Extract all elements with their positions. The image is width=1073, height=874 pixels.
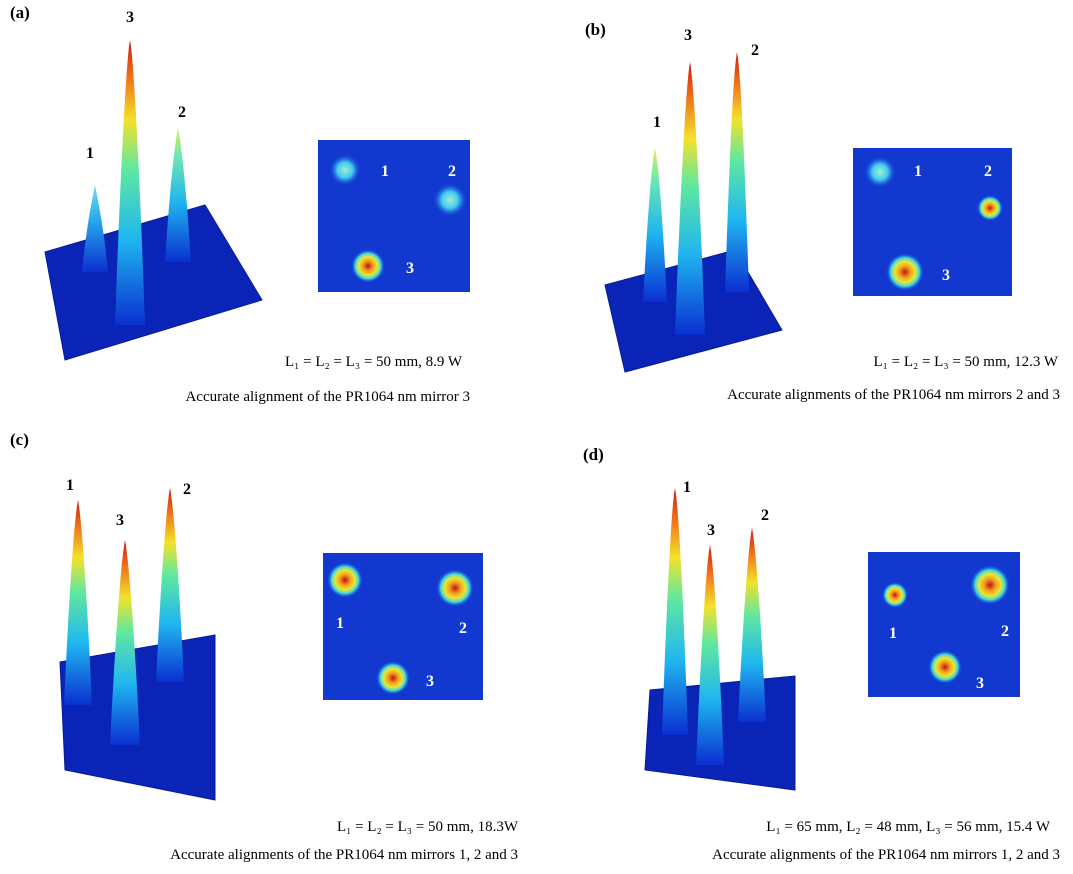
- beam-spot: [970, 565, 1010, 605]
- peak-label: 1: [86, 145, 94, 162]
- caption: Accurate alignments of the PR1064 nm mir…: [170, 847, 518, 863]
- peak-label: 1: [66, 477, 74, 494]
- spot-label: 1: [914, 163, 922, 180]
- beam-peak: [165, 128, 191, 262]
- beam-peak: [110, 540, 140, 745]
- spot-label: 1: [889, 625, 897, 642]
- spot-label: 1: [381, 163, 389, 180]
- spot-label: 3: [976, 675, 984, 692]
- beam-spot: [376, 661, 410, 695]
- caption: Accurate alignment of the PR1064 nm mirr…: [185, 389, 470, 405]
- beam-peak: [115, 40, 145, 325]
- panel-label: (a): [10, 3, 30, 22]
- beam-spot: [329, 154, 361, 186]
- panel-label: (c): [10, 430, 29, 449]
- beam-peak: [64, 500, 92, 705]
- peak-label: 2: [761, 507, 769, 524]
- beam-peak: [662, 488, 688, 735]
- figure: (a) 1 3 2 1 2 3 L₁ = L₂ = L₃ = 50 mm, 8.9 W Accu…: [0, 0, 1073, 874]
- peak-label: 3: [707, 522, 715, 539]
- spot-label: 3: [942, 267, 950, 284]
- beam-spot: [977, 195, 1003, 221]
- peak-label: 1: [683, 479, 691, 496]
- peak-label: 2: [178, 104, 186, 121]
- beam-spot: [864, 156, 896, 188]
- beam-peak: [643, 148, 667, 302]
- peak-label: 1: [653, 114, 661, 131]
- peak-label: 2: [751, 42, 759, 59]
- panel-label: (d): [583, 445, 604, 464]
- beam-peak: [696, 545, 724, 765]
- beam-peak: [82, 185, 108, 272]
- beam-base: [45, 205, 262, 360]
- beam-spot: [886, 253, 924, 291]
- beam-spot: [327, 562, 363, 598]
- caption: Accurate alignments of the PR1064 nm mir…: [712, 847, 1060, 863]
- beam-peak: [738, 528, 766, 722]
- beam-spot: [351, 249, 385, 283]
- caption: L₁ = L₂ = L₃ = 50 mm, 12.3 W: [873, 354, 1058, 370]
- caption: Accurate alignments of the PR1064 nm mir…: [727, 387, 1060, 403]
- spot-label: 2: [448, 163, 456, 180]
- spot-label: 3: [406, 260, 414, 277]
- beam-spot: [928, 650, 962, 684]
- beam-spot: [882, 582, 908, 608]
- peak-label: 3: [116, 512, 124, 529]
- spot-label: 3: [426, 673, 434, 690]
- spot-label: 2: [984, 163, 992, 180]
- spot-label: 1: [336, 615, 344, 632]
- peak-label: 2: [183, 481, 191, 498]
- beam-spot: [436, 569, 474, 607]
- beam-spot: [433, 183, 467, 217]
- beam-peak: [675, 62, 705, 335]
- beam-peak: [725, 52, 749, 292]
- caption: L₁ = L₂ = L₃ = 50 mm, 18.3W: [337, 819, 519, 835]
- caption: L₁ = L₂ = L₃ = 50 mm, 8.9 W: [285, 354, 463, 370]
- peak-label: 3: [684, 27, 692, 44]
- caption: L₁ = 65 mm, L₂ = 48 mm, L₃ = 56 mm, 15.4…: [766, 819, 1051, 835]
- peak-label: 3: [126, 9, 134, 26]
- spot-label: 2: [1001, 623, 1009, 640]
- spot-label: 2: [459, 620, 467, 637]
- panel-label: (b): [585, 20, 606, 39]
- beam-peak: [156, 488, 184, 682]
